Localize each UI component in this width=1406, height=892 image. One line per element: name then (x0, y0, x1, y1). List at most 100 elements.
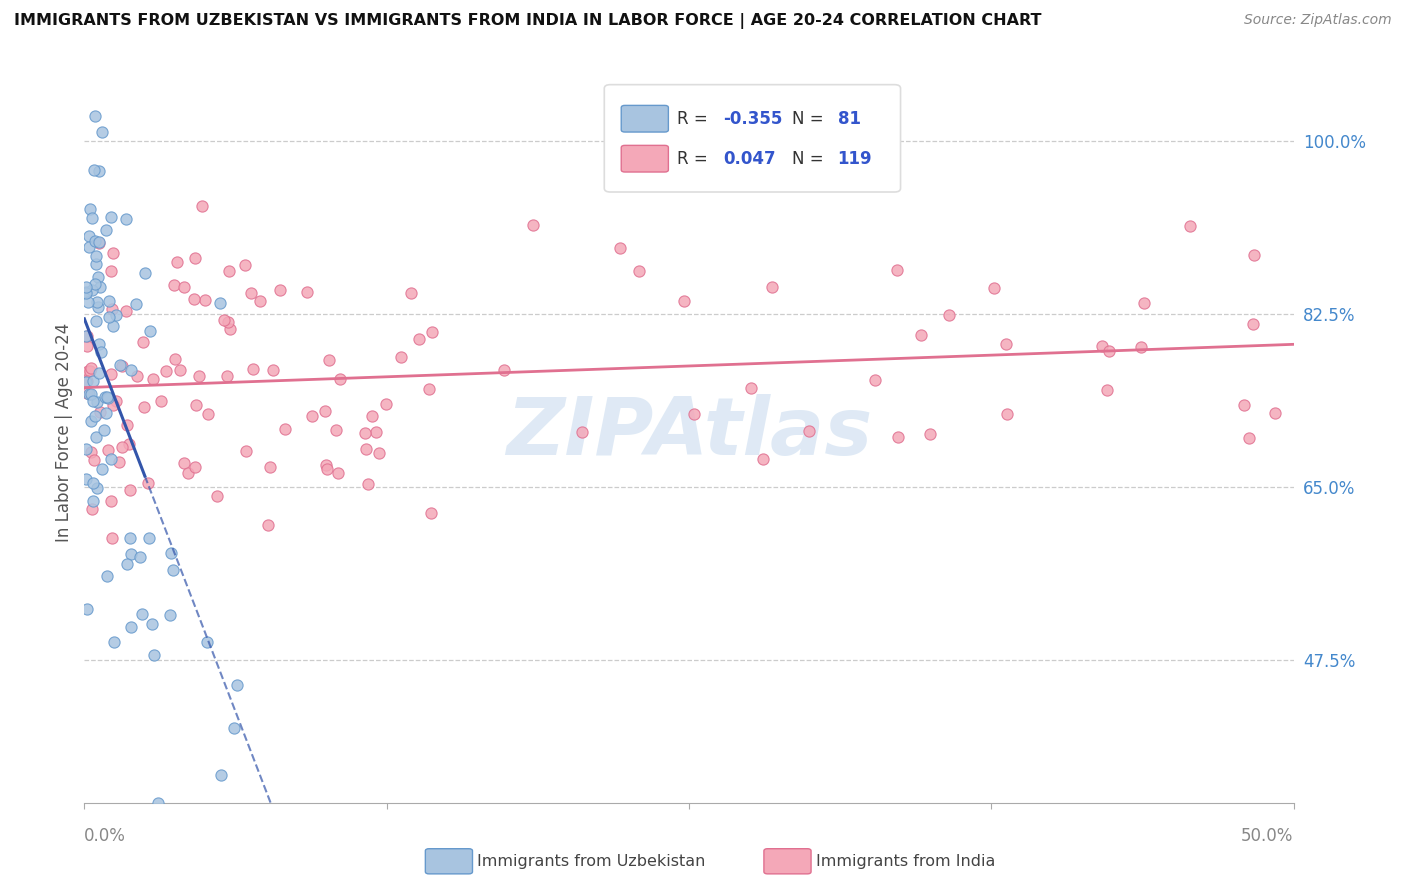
Point (194, 293, 217, 307)
Point (120, 531, 142, 545)
Point (83, 162, 105, 177)
Point (1129, 340, 1152, 354)
Text: N =: N = (792, 110, 828, 128)
Point (217, 315, 239, 329)
Point (83, 453, 105, 467)
Point (89, 279, 111, 293)
Text: Immigrants from Uzbekistan: Immigrants from Uzbekistan (478, 854, 706, 869)
Point (316, 461, 339, 475)
Point (104, 393, 127, 408)
Point (84, 257, 107, 271)
Point (100, 210, 122, 224)
Point (101, 318, 124, 333)
Point (740, 381, 762, 395)
Point (1243, 247, 1265, 261)
Point (86, 294, 108, 309)
Point (101, 246, 124, 260)
Point (82, 393, 104, 408)
Point (353, 426, 375, 441)
Point (920, 427, 942, 442)
Text: 50.0%: 50.0% (1241, 828, 1294, 846)
Point (160, 546, 183, 560)
Point (799, 424, 821, 438)
Point (76, 374, 98, 388)
Point (522, 219, 544, 233)
Point (80, 284, 103, 298)
Point (1239, 431, 1261, 445)
Point (214, 313, 236, 327)
Point (188, 369, 211, 384)
Point (120, 362, 142, 376)
Point (887, 430, 910, 444)
Point (83, 109, 105, 123)
Point (97, 442, 120, 457)
Point (183, 251, 205, 265)
Point (273, 422, 295, 436)
Point (82, 374, 104, 388)
Point (93, 423, 115, 437)
Point (218, 321, 240, 335)
Text: Source: ZipAtlas.com: Source: ZipAtlas.com (1244, 13, 1392, 28)
Point (76, 339, 98, 353)
Point (627, 264, 650, 278)
Point (100, 264, 122, 278)
Point (249, 293, 271, 308)
Point (90, 462, 112, 476)
Point (191, 199, 214, 213)
Point (910, 327, 932, 342)
Point (155, 364, 177, 378)
FancyBboxPatch shape (621, 145, 668, 172)
Point (77, 239, 100, 253)
Point (225, 678, 247, 692)
Point (96, 406, 118, 420)
Point (86, 481, 108, 495)
Point (233, 258, 256, 272)
Point (76, 328, 98, 343)
Point (101, 301, 124, 316)
Point (100, 451, 122, 466)
Point (79, 387, 101, 401)
Point (326, 467, 349, 481)
Point (97, 310, 120, 325)
Point (1097, 383, 1119, 397)
Y-axis label: In Labor Force | Age 20-24: In Labor Force | Age 20-24 (55, 323, 73, 542)
Point (132, 400, 155, 414)
Point (82, 475, 104, 490)
Point (76, 386, 98, 401)
Point (89, 405, 111, 419)
Point (100, 531, 122, 545)
Point (90, 344, 112, 359)
FancyBboxPatch shape (763, 848, 811, 874)
Point (87, 235, 110, 250)
Point (315, 458, 337, 472)
Point (75, 286, 97, 301)
Point (259, 459, 281, 474)
Point (98, 293, 121, 308)
Point (125, 296, 148, 310)
Point (295, 285, 318, 299)
Point (173, 280, 195, 294)
Point (96, 568, 118, 582)
Point (357, 476, 380, 491)
Point (374, 397, 396, 411)
Point (195, 635, 218, 649)
Point (177, 466, 200, 480)
Point (163, 278, 186, 293)
Point (87, 270, 110, 285)
Point (84, 409, 107, 423)
Point (84, 234, 107, 248)
Point (752, 451, 775, 466)
Point (82, 494, 104, 508)
Point (1264, 406, 1286, 420)
Point (79, 229, 101, 244)
Point (87, 301, 110, 315)
Point (150, 393, 173, 408)
Point (115, 212, 138, 227)
Point (138, 531, 160, 545)
Point (143, 648, 166, 662)
Point (186, 398, 208, 412)
Text: R =: R = (676, 110, 713, 128)
Point (1241, 317, 1264, 331)
FancyBboxPatch shape (426, 848, 472, 874)
Text: ZIPAtlas: ZIPAtlas (506, 393, 872, 472)
